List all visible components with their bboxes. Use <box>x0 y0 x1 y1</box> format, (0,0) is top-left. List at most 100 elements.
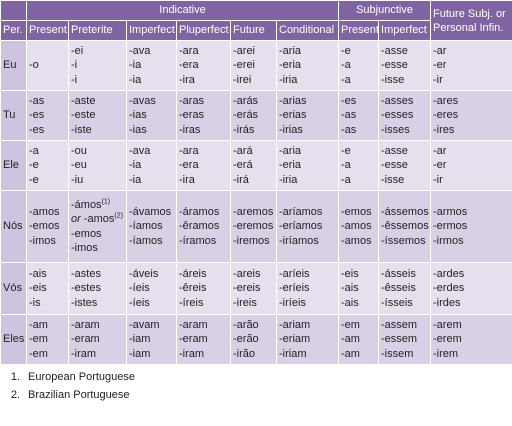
ending: -ava <box>129 44 151 57</box>
ending: -irdes <box>433 296 461 309</box>
ending: -áreis <box>179 267 207 280</box>
ending: -aram <box>71 318 100 331</box>
ending: -ira <box>179 73 195 86</box>
ending: -erás <box>233 109 259 122</box>
ending-cell: -aria -eria -iria <box>275 40 340 91</box>
ending: -er <box>433 59 447 72</box>
ending: -ais <box>29 267 47 280</box>
ending: -e <box>341 44 351 57</box>
footnote: 1. European Portuguese <box>0 371 512 389</box>
ending-cell: -ávamos -íamos -íamos <box>126 190 177 263</box>
ending-cell: -ara -era -ira <box>176 40 231 91</box>
ending-cell: -ardes -erdes -irdes <box>430 262 512 315</box>
ending: -ei <box>71 44 84 57</box>
ending: -erei <box>233 59 256 72</box>
ending-cell: -emos -amos -amos <box>338 190 380 263</box>
ending-cell: -asses -esses -isses <box>378 90 432 141</box>
ending: -íeis <box>129 282 150 295</box>
ending: -as <box>341 123 357 136</box>
person-cell: Ele <box>0 140 27 191</box>
ending: -erem <box>433 333 462 346</box>
ending: -eriam <box>279 333 311 346</box>
ending: -ireis <box>233 296 257 309</box>
ending: -ariam <box>279 318 311 331</box>
ending: -ias <box>129 123 147 136</box>
ending: -iam <box>129 333 151 346</box>
ending: -em <box>29 333 48 346</box>
footnotes: 1. European Portuguese 2. Brazilian Portugu… <box>0 371 512 407</box>
ending: -aria <box>279 144 302 157</box>
ending: -êreis <box>179 282 207 295</box>
ending: -avas <box>129 94 156 107</box>
ending: -ávamos <box>129 205 172 218</box>
column-header: Pluperfect <box>176 20 231 41</box>
ending: -iremos <box>233 234 270 247</box>
ending: -eram <box>71 333 100 346</box>
ending: -as <box>29 94 45 107</box>
column-header: Imperfect <box>126 20 177 41</box>
person-cell: Nós <box>0 190 27 263</box>
ending-cell: -ais -eis -is <box>26 262 69 315</box>
ending-cell: -ará -erá -irá <box>230 140 277 191</box>
ending-cell: -avas -ias -ias <box>126 90 177 141</box>
ending: -o <box>29 59 39 72</box>
ending-cell: -assem -essem -issem <box>378 314 432 365</box>
ending-cell: -ei -i -i <box>68 40 127 91</box>
ending: -a <box>341 59 351 72</box>
ending: -issem <box>381 347 414 360</box>
ending: -ou <box>71 144 87 157</box>
ending: -eis <box>341 267 359 280</box>
ending-cell: -aria -eria -iria <box>275 140 340 191</box>
ending: -a <box>341 73 351 86</box>
ending: -a <box>341 159 351 172</box>
ending: -iria <box>279 73 298 86</box>
ending: -ereis <box>233 282 261 295</box>
column-header: Present <box>26 20 69 41</box>
group-header: Future Subj. or Personal Infin. <box>430 0 512 41</box>
ending: -emos <box>71 227 102 240</box>
ending: -aria <box>279 44 302 57</box>
ending-cell: -arás -erás -irás <box>230 90 277 141</box>
ending: -era <box>179 159 199 172</box>
ending: -irás <box>233 123 255 136</box>
person-row: Ele -a -e -e -ou -eu -iu -ava -ia -ia -ara -era -ira… <box>0 140 512 191</box>
ending: -eras <box>179 109 205 122</box>
ending: -ares <box>433 94 459 107</box>
ending-cell: -ou -eu -iu <box>68 140 127 191</box>
ending: -êsseis <box>381 282 416 295</box>
ending-cell: -áveis -íeis -íeis <box>126 262 177 315</box>
ending-cell: -e -a -a <box>338 140 380 191</box>
ending: -áramos <box>179 205 220 218</box>
ending: -areis <box>233 267 261 280</box>
ending: -irias <box>279 123 303 136</box>
ending: -eis <box>29 282 47 295</box>
ending-cell: -ares -eres -ires <box>430 90 512 141</box>
ending: -ermos <box>433 220 468 233</box>
ending: -esse <box>381 159 408 172</box>
ending: -eres <box>433 109 459 122</box>
ending-cell: -aras -eras -iras <box>176 90 231 141</box>
ending: -asse <box>381 44 408 57</box>
ending-cell: -o <box>26 40 69 91</box>
ending: -e <box>29 173 39 186</box>
ending-cell: -em -am -am <box>338 314 380 365</box>
ending: -ias <box>129 109 147 122</box>
ending: -eríamos <box>279 220 323 233</box>
ending: -isses <box>381 123 410 136</box>
ending: -avam <box>129 318 160 331</box>
ending: -iu <box>71 173 84 186</box>
column-header: Present <box>338 20 380 41</box>
ending: -arei <box>233 44 256 57</box>
ending: -ar <box>433 44 447 57</box>
ending: -ais <box>341 282 359 295</box>
ending-cell: -e -a -a <box>338 40 380 91</box>
ending: -irem <box>433 347 459 360</box>
ending-cell: -armos -ermos -irmos <box>430 190 512 263</box>
person-cell: Vós <box>0 262 27 315</box>
ending: -ais <box>341 296 359 309</box>
group-header-row: Indicative Subjunctive Future Subj. or P… <box>0 0 512 41</box>
column-header: Per. <box>0 20 27 41</box>
ending: -a <box>29 144 39 157</box>
ending: -ara <box>179 144 199 157</box>
